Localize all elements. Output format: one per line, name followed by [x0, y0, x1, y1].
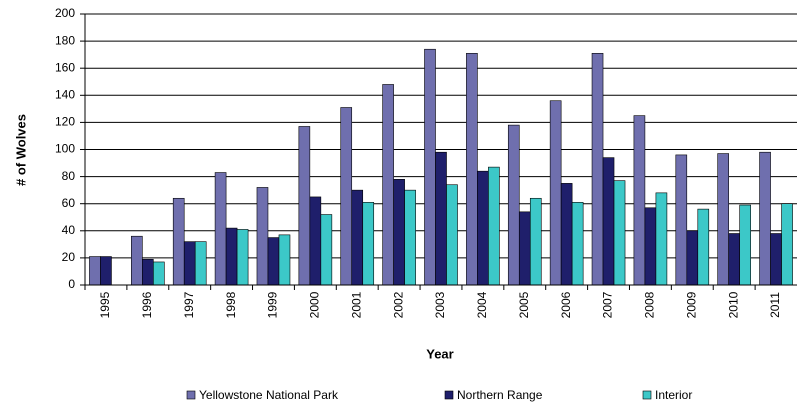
x-tick-label: 1997: [182, 291, 196, 318]
bar: [404, 189, 416, 286]
y-axis-title: # of Wolves: [13, 114, 28, 186]
bar: [717, 153, 729, 286]
bar: [675, 154, 688, 286]
y-tick-label: 60: [62, 196, 76, 210]
bar: [214, 172, 227, 286]
bar: [340, 107, 353, 286]
bar: [602, 157, 615, 286]
bar: [466, 52, 478, 286]
bar: [131, 235, 143, 286]
bar: [362, 202, 375, 286]
bar: [225, 227, 238, 286]
legend-label: Northern Range: [457, 388, 543, 402]
y-tick-label: 20: [62, 250, 76, 264]
x-tick-label: 1998: [224, 291, 238, 318]
legend-swatch: [186, 390, 196, 400]
x-axis-title: Year: [426, 346, 453, 361]
bar: [351, 189, 364, 286]
x-tick-label: 2003: [433, 291, 447, 318]
bar: [759, 151, 771, 286]
x-tick-label: 2008: [643, 291, 657, 318]
bar: [320, 214, 333, 286]
x-tick-label: 1995: [98, 291, 112, 318]
y-tick-label: 100: [55, 142, 75, 156]
bar: [529, 197, 542, 286]
bar: [477, 170, 489, 286]
bar: [142, 258, 154, 286]
y-tick-label: 120: [55, 115, 75, 129]
x-tick-label: 2010: [726, 291, 740, 318]
bar: [393, 179, 405, 286]
bar: [697, 208, 710, 286]
bar: [571, 202, 584, 286]
bar: [172, 197, 185, 286]
bar: [728, 233, 740, 286]
bar: [256, 187, 269, 286]
bar: [781, 203, 793, 286]
bar: [633, 115, 646, 286]
x-tick-label: 2009: [684, 291, 698, 318]
bar: [770, 233, 782, 286]
y-tick-label: 140: [55, 87, 75, 101]
x-tick-label: 2004: [475, 291, 489, 318]
bar: [591, 52, 604, 286]
bar: [153, 261, 165, 286]
bar: [518, 211, 531, 286]
y-tick-label: 180: [55, 33, 75, 47]
bar: [267, 237, 280, 286]
y-tick-label: 40: [62, 223, 76, 237]
bar: [446, 184, 458, 286]
bar: [236, 229, 249, 286]
bar: [183, 241, 196, 286]
x-tick-label: 2005: [517, 291, 531, 318]
bar: [507, 124, 520, 286]
x-tick-label: 2007: [601, 291, 615, 318]
x-tick-label: 2006: [559, 291, 573, 318]
bar: [278, 234, 291, 286]
bar: [488, 166, 500, 286]
bar: [100, 256, 112, 286]
bar: [194, 241, 207, 286]
legend-swatch: [444, 390, 454, 400]
bar: [382, 84, 394, 286]
bar: [739, 204, 751, 286]
bar: [309, 196, 322, 286]
bar: [560, 183, 573, 286]
bar: [424, 48, 436, 286]
y-tick-label: 160: [55, 60, 75, 74]
bar: [613, 180, 626, 286]
bar: [435, 151, 447, 286]
legend-label: Interior: [655, 388, 692, 402]
y-tick-label: 0: [68, 277, 75, 291]
bar: [549, 100, 562, 286]
x-tick-label: 2001: [349, 291, 363, 318]
bar: [89, 256, 101, 286]
x-tick-label: 2000: [308, 291, 322, 318]
bar: [644, 207, 657, 286]
x-tick-label: 2002: [391, 291, 405, 318]
x-tick-label: 2011: [768, 292, 782, 318]
x-tick-label: 1996: [140, 291, 154, 318]
y-tick-label: 200: [55, 6, 75, 20]
bar: [298, 126, 311, 286]
bar: [686, 230, 699, 286]
legend-swatch: [642, 390, 652, 400]
legend-label: Yellowstone National Park: [199, 388, 339, 402]
y-tick-label: 80: [62, 169, 76, 183]
x-tick-label: 1999: [266, 291, 280, 318]
bar: [655, 192, 668, 286]
